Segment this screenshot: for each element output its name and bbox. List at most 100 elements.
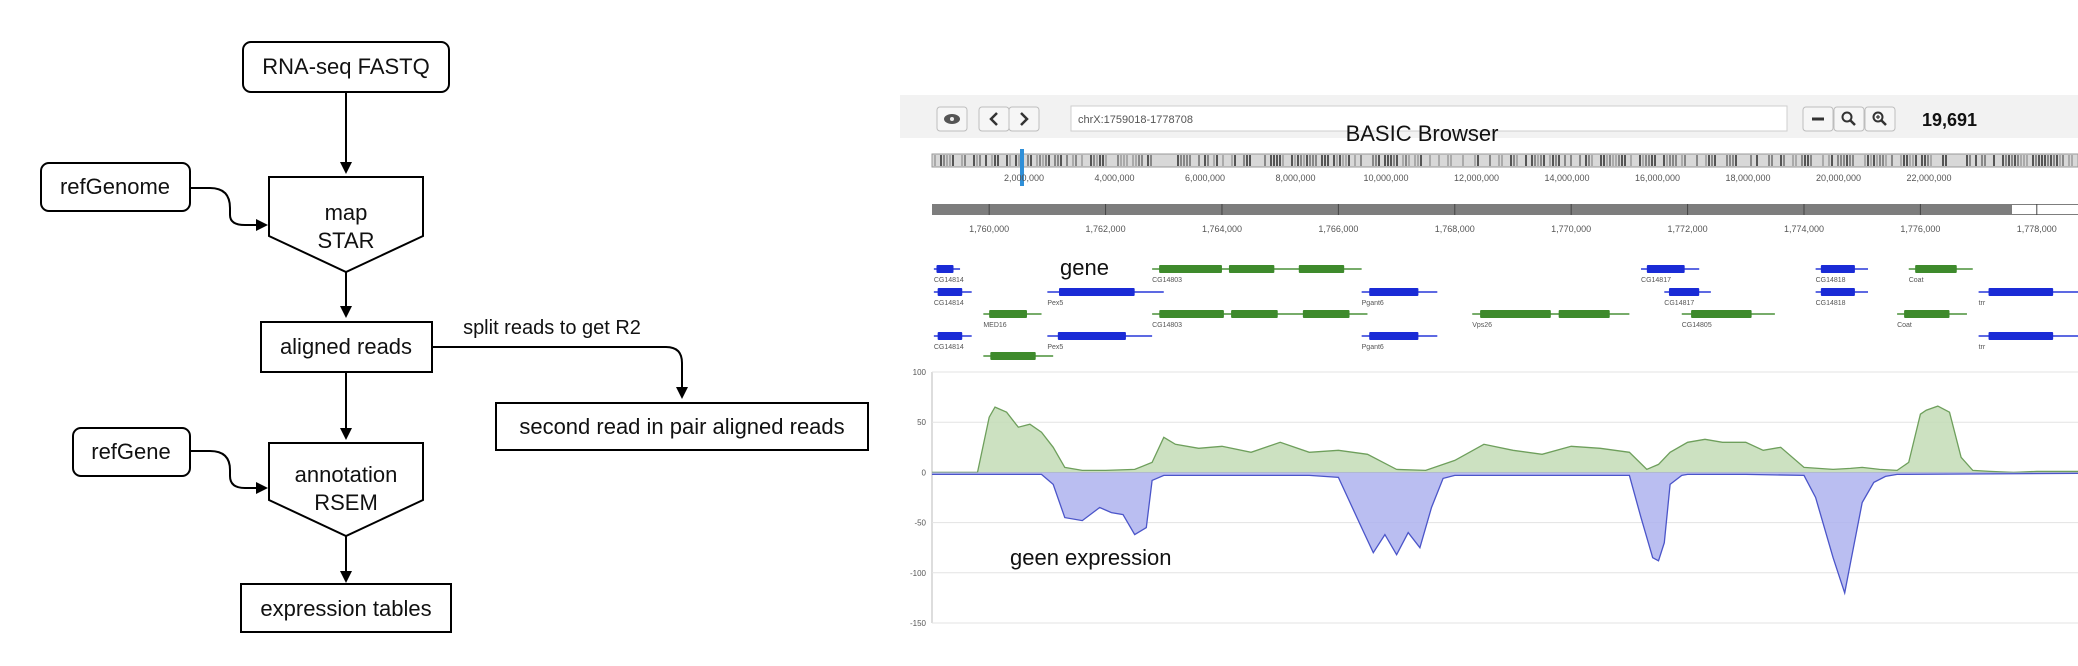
overview-tick-label: 6,000,000: [1185, 173, 1225, 183]
ideogram-band: [1531, 155, 1533, 166]
ideogram-band: [1093, 155, 1095, 166]
ideogram-band: [1585, 155, 1587, 166]
ideogram-band: [2005, 155, 2007, 166]
ideogram-band: [1339, 155, 1341, 166]
ideogram-band: [1489, 155, 1491, 166]
ideogram-band: [1603, 155, 1605, 166]
gene-feature[interactable]: CG14817: [1641, 265, 1700, 284]
edge-refgenome-to-map: [190, 187, 268, 231]
overview-tick-label: 18,000,000: [1725, 173, 1770, 183]
ideogram-band: [1591, 155, 1593, 166]
ideogram-band: [1189, 155, 1191, 166]
ideogram-band: [1711, 155, 1713, 166]
ideogram-band: [1054, 155, 1056, 166]
gene-feature[interactable]: CG14818: [1815, 265, 1869, 284]
region-tick-label: 1,774,000: [1784, 224, 1824, 234]
node-label-expression: expression tables: [260, 596, 431, 621]
y-tick-label: -50: [914, 519, 926, 528]
overview-tick-label: 4,000,000: [1094, 173, 1134, 183]
ideogram-band: [1606, 155, 1608, 166]
gene-feature[interactable]: CG14803: [1152, 310, 1368, 329]
ideogram-band: [1327, 155, 1329, 166]
zoom-in-button[interactable]: [1864, 106, 1896, 132]
gene-feature[interactable]: CG14814: [933, 332, 972, 351]
overview-tick-label: 22,000,000: [1906, 173, 1951, 183]
gene-feature[interactable]: MED16: [983, 310, 1042, 329]
y-axis-ticks: 100 50 0 -50 -100 -150: [910, 368, 927, 628]
eye-icon: [944, 114, 960, 124]
ideogram-band: [1030, 155, 1032, 166]
svg-text:chrX:1759018-1778708: chrX:1759018-1778708: [1078, 114, 1193, 126]
region-ruler-end: [2012, 205, 2078, 214]
ideogram-band: [1387, 155, 1389, 166]
ideogram-band: [1525, 155, 1527, 166]
ideogram-band: [1096, 155, 1098, 166]
ideogram-band: [1924, 155, 1926, 166]
ideogram-band: [1696, 155, 1698, 166]
node-second-read: [495, 402, 869, 451]
ideogram-band: [1909, 155, 1911, 166]
ideogram-band: [961, 155, 963, 166]
ideogram-band: [1345, 155, 1347, 166]
ideogram-band: [1336, 155, 1338, 166]
gene-feature[interactable]: Pex5: [1047, 332, 1153, 351]
ideogram-band: [1651, 155, 1653, 166]
ideogram-band: [1150, 155, 1152, 166]
ideogram-band: [1612, 155, 1614, 166]
ideogram-band: [1843, 155, 1845, 166]
gene-feature[interactable]: trr: [1978, 288, 2078, 307]
overview-tick-label: 16,000,000: [1635, 173, 1680, 183]
region-tick-label: 1,776,000: [1900, 224, 1940, 234]
gene-feature[interactable]: CG14803: [1152, 265, 1362, 284]
ideogram-band: [1654, 155, 1656, 166]
ideogram-band: [1540, 155, 1542, 166]
back-button[interactable]: [978, 106, 1010, 132]
ideogram-band: [1618, 155, 1620, 166]
gene-feature[interactable]: Coat: [1897, 310, 1967, 329]
ideogram-band: [1027, 155, 1029, 166]
ideogram-band: [1420, 155, 1422, 166]
zoom-fit-button[interactable]: [1802, 106, 1834, 132]
gene-feature[interactable]: CG14814: [933, 288, 972, 307]
zoom-out-button[interactable]: [1833, 106, 1865, 132]
ideogram-band: [1429, 155, 1431, 166]
ideogram-band: [1966, 155, 1968, 166]
ideogram-band: [1903, 155, 1905, 166]
ideogram-band: [1615, 155, 1617, 166]
forward-button[interactable]: [1008, 106, 1040, 132]
ideogram-band: [1372, 155, 1374, 166]
gene-feature[interactable]: Pex5: [1047, 288, 1164, 307]
ideogram-band: [1852, 155, 1854, 166]
gene-feature[interactable]: [983, 352, 1054, 360]
view-button[interactable]: [936, 106, 968, 132]
region-ticks: 1,760,000 1,762,000 1,764,000 1,766,000 1,76…: [969, 204, 2057, 234]
ideogram-band: [1390, 155, 1392, 166]
ideogram-band: [964, 155, 966, 166]
ideogram-band: [1270, 155, 1272, 166]
ideogram-band: [952, 155, 954, 166]
ideogram-band: [1120, 155, 1122, 166]
gene-feature[interactable]: Coat: [1908, 265, 1973, 284]
gene-feature[interactable]: Vps26: [1472, 310, 1630, 329]
ideogram-band: [1993, 155, 1995, 166]
ideogram-band: [1477, 155, 1479, 166]
gene-feature[interactable]: trr: [1978, 332, 2078, 351]
ideogram-band: [1750, 155, 1752, 166]
gene-feature[interactable]: CG14817: [1664, 288, 1711, 307]
edge-label-split: split reads to get R2: [463, 317, 641, 339]
locus-input[interactable]: chrX:1759018-1778708: [1070, 105, 1788, 132]
gene-feature[interactable]: Pgant6: [1361, 288, 1438, 307]
gene-feature[interactable]: CG14805: [1681, 310, 1775, 329]
gene-feature[interactable]: Pgant6: [1361, 332, 1438, 351]
ideogram-band: [2062, 155, 2064, 166]
ideogram-band: [1942, 155, 1944, 166]
gene-feature[interactable]: CG14818: [1815, 288, 1869, 307]
ideogram-band: [1756, 155, 1758, 166]
gene-feature[interactable]: CG14814: [933, 265, 964, 284]
zoom-out-icon: [1841, 111, 1856, 126]
ideogram-band: [1417, 155, 1419, 166]
ideogram-band: [1234, 155, 1236, 166]
region-tick-label: 1,764,000: [1202, 224, 1242, 234]
ideogram-band: [1447, 155, 1449, 166]
ideogram-band: [1975, 155, 1977, 166]
